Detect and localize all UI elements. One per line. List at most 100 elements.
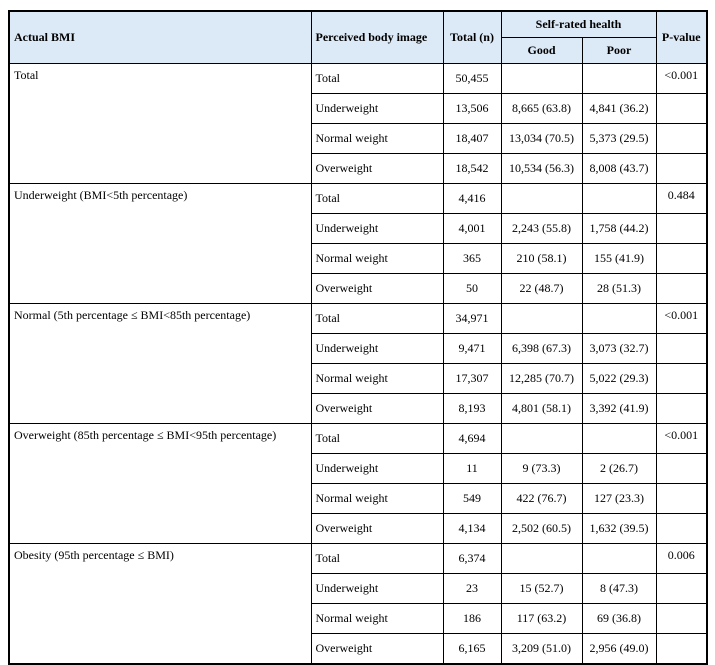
table-cell: 18,542 <box>442 153 502 184</box>
table-cell: 9,471 <box>442 333 502 364</box>
table-cell: 2,243 (55.8) <box>500 213 583 244</box>
table-cell: Total <box>310 423 444 454</box>
table-cell <box>655 483 708 514</box>
table-cell: 4,001 <box>442 213 502 244</box>
table-cell <box>655 333 708 364</box>
header-cell: P-value <box>655 10 708 64</box>
table-cell: Underweight (BMI<5th percentage) <box>8 183 312 304</box>
table-cell: Underweight <box>310 573 444 604</box>
table-cell: Total <box>310 63 444 94</box>
header-cell: Total (n) <box>442 10 502 64</box>
table-cell: 155 (41.9) <box>581 243 657 274</box>
table-cell: 34,971 <box>442 303 502 334</box>
header-cell: Poor <box>581 37 657 64</box>
table-cell: Total <box>310 183 444 214</box>
table-row: Overweight 8,193 4,801 (58.1) 3,392 (41.9) <box>9 393 708 424</box>
table-cell: 6,398 (67.3) <box>500 333 583 364</box>
table-cell <box>655 93 708 124</box>
table-cell: 28 (51.3) <box>581 273 657 304</box>
table-cell: 13,506 <box>442 93 502 124</box>
table-cell: 186 <box>442 603 502 634</box>
table-cell: 10,534 (56.3) <box>500 153 583 184</box>
table-cell: Overweight <box>310 153 444 184</box>
table-row: Obesity (95th percentage ≤ BMI) Total 6,37… <box>8 543 708 665</box>
table-cell: Normal weight <box>310 123 444 154</box>
table-cell: 365 <box>442 243 502 274</box>
table-cell: 15 (52.7) <box>500 573 583 604</box>
table-cell: 0.484 <box>655 183 708 214</box>
table-cell: 50 <box>442 273 502 304</box>
table-cell <box>500 303 583 334</box>
table-cell: Underweight <box>310 453 444 484</box>
table-cell: 22 (48.7) <box>500 273 583 304</box>
table-cell: 4,841 (36.2) <box>581 93 657 124</box>
table-row: Underweight (BMI<5th percentage) Total 4,4… <box>8 183 708 304</box>
table-cell <box>655 213 708 244</box>
table-body: Total Total 50,455 <0.001 Underweight 13,506 8… <box>8 63 708 665</box>
table-cell: Normal weight <box>310 483 444 514</box>
table-cell: Overweight <box>310 273 444 304</box>
table: Actual BMI Perceived body image Total (n… <box>8 10 708 665</box>
table-row: Underweight 11 9 (73.3) 2 (26.7) <box>9 453 708 484</box>
table-row: Overweight 4,134 2,502 (60.5) 1,632 (39.5) <box>9 513 708 544</box>
table-cell <box>655 243 708 274</box>
table-cell: 6,374 <box>442 543 502 574</box>
table-cell: Total <box>310 303 444 334</box>
table-cell: 2 (26.7) <box>581 453 657 484</box>
table-cell <box>500 183 583 214</box>
table-cell: <0.001 <box>655 63 708 94</box>
table-cell: 210 (58.1) <box>500 243 583 274</box>
table-cell: 3,073 (32.7) <box>581 333 657 364</box>
table-cell: 549 <box>442 483 502 514</box>
table-cell: Underweight <box>310 213 444 244</box>
table-cell: 12,285 (70.7) <box>500 363 583 394</box>
table-cell <box>581 183 657 214</box>
table-cell: 5,022 (29.3) <box>581 363 657 394</box>
table-row: Underweight 13,506 8,665 (63.8) 4,841 (36.2… <box>9 93 708 124</box>
table-cell: 69 (36.8) <box>581 603 657 634</box>
table-cell: Normal (5th percentage ≤ BMI<85th percen… <box>8 303 312 424</box>
table-cell: 8,008 (43.7) <box>581 153 657 184</box>
table-cell <box>655 513 708 544</box>
page: {"header": {"actual_bmi": "Actual BMI", … <box>8 10 708 665</box>
header-cell: Actual BMI <box>8 10 312 64</box>
header-cell: Self-rated health <box>500 10 657 38</box>
table-cell <box>500 543 583 574</box>
table-cell <box>581 63 657 94</box>
table-cell <box>500 63 583 94</box>
table-cell <box>655 363 708 394</box>
table-cell <box>655 603 708 634</box>
table-cell: 5,373 (29.5) <box>581 123 657 154</box>
table-row: Total Total 50,455 <0.001 <box>8 63 708 184</box>
table-cell: 3,392 (41.9) <box>581 393 657 424</box>
table-row: Overweight 18,542 10,534 (56.3) 8,008 (43.7… <box>9 153 708 184</box>
table-cell: Total <box>8 63 312 184</box>
table-cell <box>655 153 708 184</box>
table-cell: 422 (76.7) <box>500 483 583 514</box>
table-cell: Overweight <box>310 633 444 665</box>
table-cell: 4,694 <box>442 423 502 454</box>
table-cell: 2,956 (49.0) <box>581 633 657 665</box>
table-cell: 6,165 <box>442 633 502 665</box>
table-cell: Normal weight <box>310 603 444 634</box>
table-cell <box>655 633 708 665</box>
table-cell <box>581 423 657 454</box>
table-cell: 13,034 (70.5) <box>500 123 583 154</box>
table-cell: 4,801 (58.1) <box>500 393 583 424</box>
table-cell: <0.001 <box>655 423 708 454</box>
table-cell <box>655 573 708 604</box>
table-cell: 8,193 <box>442 393 502 424</box>
table-cell: 0.006 <box>655 543 708 574</box>
table-row: Underweight 4,001 2,243 (55.8) 1,758 (44.2) <box>9 213 708 244</box>
table-row: Normal weight 18,407 13,034 (70.5) 5,373 (2… <box>9 123 708 154</box>
table-cell: 9 (73.3) <box>500 453 583 484</box>
header-cell: Good <box>500 37 583 64</box>
table-cell: 2,502 (60.5) <box>500 513 583 544</box>
table-cell: 3,209 (51.0) <box>500 633 583 665</box>
table-cell <box>655 453 708 484</box>
table-row: Normal weight 549 422 (76.7) 127 (23.3) <box>9 483 708 514</box>
table-cell: Total <box>310 543 444 574</box>
table-cell: Obesity (95th percentage ≤ BMI) <box>8 543 312 665</box>
table-cell <box>500 423 583 454</box>
table-cell: 8,665 (63.8) <box>500 93 583 124</box>
